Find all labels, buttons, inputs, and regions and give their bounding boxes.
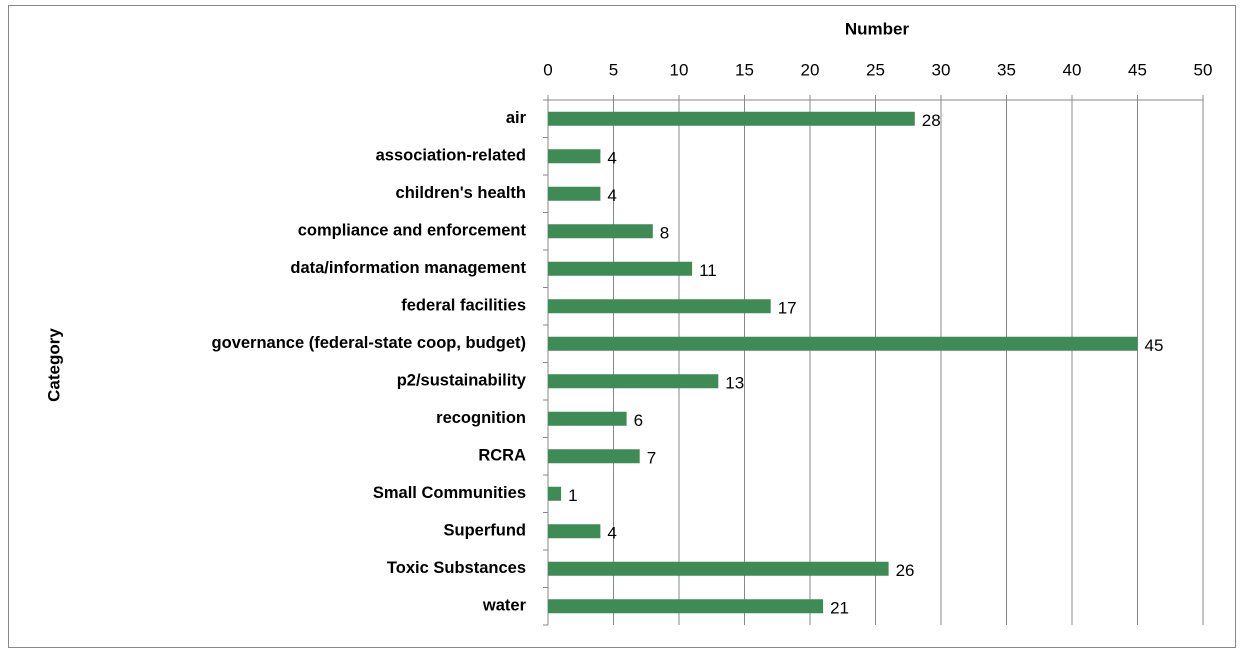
- x-axis-title: Number: [845, 19, 910, 38]
- data-label: 26: [896, 561, 915, 580]
- data-label: 11: [699, 261, 717, 280]
- y-tick-label: federal facilities: [401, 297, 526, 315]
- y-tick-label: water: [482, 597, 527, 615]
- y-tick-label: air: [506, 109, 527, 127]
- y-tick-label: compliance and enforcement: [298, 222, 527, 240]
- bar: [548, 111, 915, 126]
- bar: [548, 411, 627, 426]
- data-label: 6: [634, 411, 643, 430]
- x-tick-label: 25: [866, 60, 885, 79]
- data-label: 21: [830, 599, 849, 618]
- y-tick-label: governance (federal-state coop, budget): [212, 334, 526, 352]
- x-tick-label: 35: [997, 60, 1016, 79]
- bar: [548, 599, 824, 614]
- bar: [548, 336, 1138, 351]
- bar: [548, 524, 601, 539]
- x-tick-label: 45: [1128, 60, 1147, 79]
- y-tick-label: data/information management: [290, 259, 526, 277]
- x-tick-label: 20: [801, 60, 820, 79]
- data-label: 8: [660, 224, 669, 243]
- bar: [548, 449, 640, 464]
- y-tick-label: Toxic Substances: [387, 559, 526, 577]
- x-tick-label: 15: [735, 60, 754, 79]
- y-tick-label: association-related: [376, 147, 526, 165]
- bar: [548, 186, 601, 201]
- data-label: 4: [607, 149, 616, 168]
- bar: [548, 261, 693, 276]
- data-label: 1: [568, 486, 577, 505]
- x-tick-label: 10: [670, 60, 689, 79]
- bar: [548, 561, 889, 576]
- bar: [548, 486, 562, 501]
- chart-frame: [8, 5, 1236, 648]
- data-label: 13: [725, 374, 744, 393]
- bar: [548, 149, 601, 164]
- data-label: 17: [778, 299, 797, 318]
- bar: [548, 374, 719, 389]
- x-tick-label: 5: [609, 60, 618, 79]
- bar: [548, 299, 771, 314]
- data-label: 7: [647, 449, 656, 468]
- data-label: 4: [607, 186, 616, 205]
- y-tick-label: RCRA: [478, 447, 526, 465]
- y-tick-label: children's health: [396, 184, 526, 202]
- x-tick-label: 40: [1063, 60, 1082, 79]
- y-tick-label: p2/sustainability: [397, 372, 527, 390]
- y-tick-label: Small Communities: [373, 484, 526, 502]
- y-axis-title: Category: [44, 328, 63, 402]
- data-label: 4: [607, 524, 616, 543]
- bar: [548, 224, 653, 239]
- data-label: 45: [1145, 336, 1164, 355]
- x-tick-label: 50: [1194, 60, 1213, 79]
- x-tick-label: 30: [932, 60, 951, 79]
- x-tick-label: 0: [543, 60, 552, 79]
- y-tick-label: recognition: [436, 409, 526, 427]
- data-label: 28: [922, 111, 941, 130]
- y-tick-label: Superfund: [444, 522, 527, 540]
